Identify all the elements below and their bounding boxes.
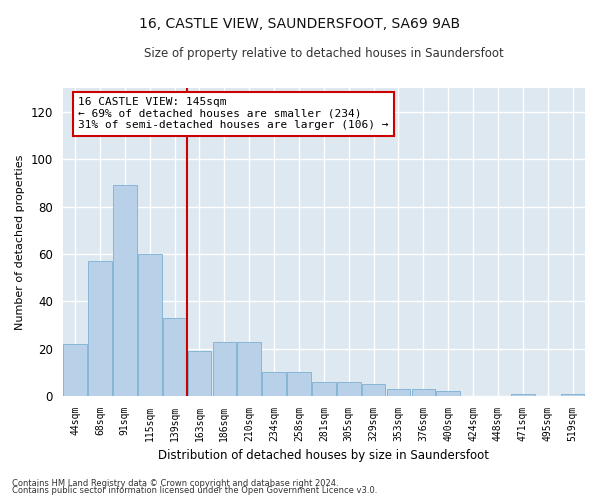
Bar xyxy=(312,382,335,396)
Text: 16 CASTLE VIEW: 145sqm
← 69% of detached houses are smaller (234)
31% of semi-de: 16 CASTLE VIEW: 145sqm ← 69% of detached… xyxy=(79,98,389,130)
Y-axis label: Number of detached properties: Number of detached properties xyxy=(15,154,25,330)
Text: Contains public sector information licensed under the Open Government Licence v3: Contains public sector information licen… xyxy=(12,486,377,495)
Bar xyxy=(113,185,137,396)
Bar xyxy=(362,384,385,396)
Bar xyxy=(63,344,87,396)
Bar xyxy=(262,372,286,396)
Bar xyxy=(163,318,187,396)
Text: Contains HM Land Registry data © Crown copyright and database right 2024.: Contains HM Land Registry data © Crown c… xyxy=(12,478,338,488)
Text: 16, CASTLE VIEW, SAUNDERSFOOT, SA69 9AB: 16, CASTLE VIEW, SAUNDERSFOOT, SA69 9AB xyxy=(139,18,461,32)
Bar xyxy=(386,389,410,396)
Bar xyxy=(436,392,460,396)
Title: Size of property relative to detached houses in Saundersfoot: Size of property relative to detached ho… xyxy=(144,48,504,60)
Bar xyxy=(212,342,236,396)
Bar xyxy=(138,254,161,396)
Bar xyxy=(188,351,211,396)
Bar xyxy=(287,372,311,396)
Bar xyxy=(561,394,584,396)
Bar xyxy=(511,394,535,396)
Bar xyxy=(412,389,435,396)
X-axis label: Distribution of detached houses by size in Saundersfoot: Distribution of detached houses by size … xyxy=(158,450,490,462)
Bar xyxy=(238,342,261,396)
Bar xyxy=(88,261,112,396)
Bar xyxy=(337,382,361,396)
